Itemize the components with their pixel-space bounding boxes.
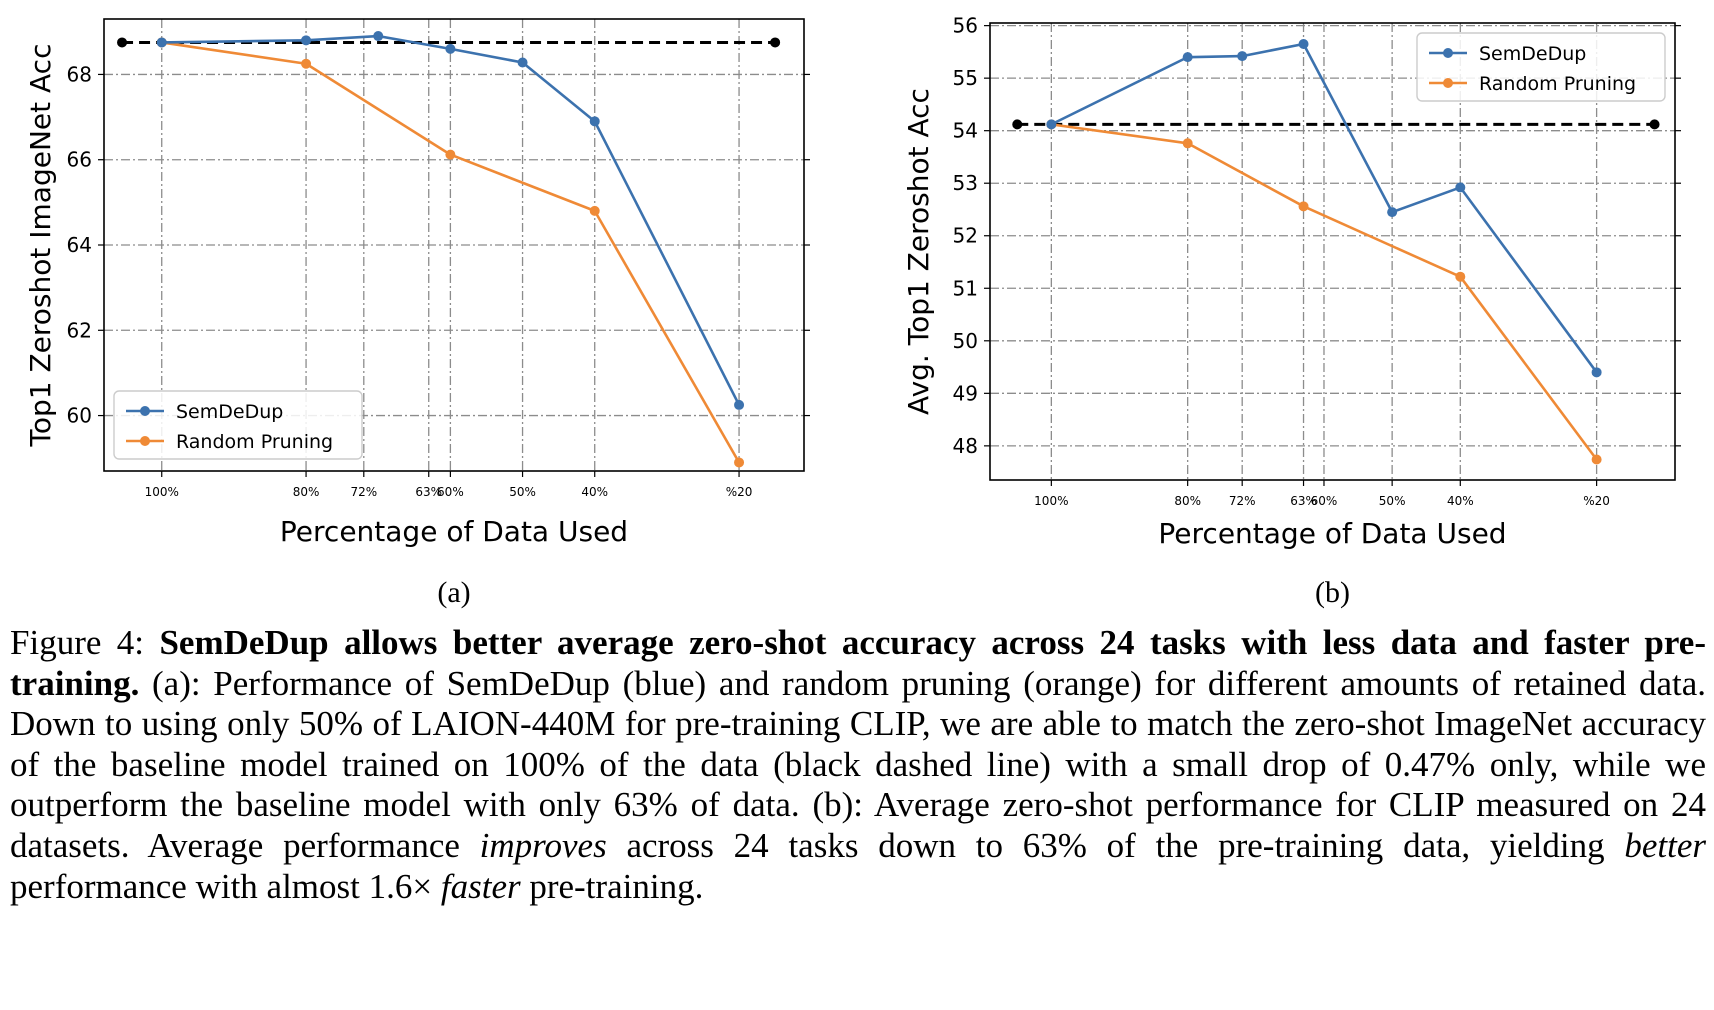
y-axis-label: Top1 Zeroshot ImageNet Acc — [24, 44, 57, 448]
y-tick-label: 54 — [953, 119, 978, 143]
x-tick-label: 40% — [1447, 494, 1474, 508]
data-point-semdedup — [1182, 52, 1193, 63]
chart-panel-b: 100% 80% 72% 63%60% 50% 40% %20 48 49 50 51 52 53 54 5… — [902, 14, 1681, 609]
caption-italic-2: better — [1624, 825, 1706, 865]
data-point-semdedup — [589, 116, 600, 127]
data-point-semdedup — [1237, 51, 1248, 62]
data-point-random-pruning — [1591, 454, 1602, 465]
legend-box — [1416, 32, 1666, 102]
x-tick-label: 100% — [1034, 494, 1068, 508]
data-point-semdedup — [734, 399, 745, 410]
legend-label-semdedup: SemDeDup — [1479, 43, 1586, 65]
caption-text-2: across 24 tasks down to 63% of the pre-t… — [606, 825, 1625, 865]
data-point-semdedup — [1591, 367, 1602, 378]
y-tick-label: 55 — [953, 66, 978, 90]
x-axis-label: Percentage of Data Used — [1158, 517, 1506, 550]
plot-frame — [989, 22, 1676, 481]
data-point-random-pruning — [445, 149, 456, 160]
data-point-semdedup — [517, 57, 528, 68]
y-tick-label: 53 — [953, 171, 978, 195]
x-tick-label: 63% — [415, 485, 442, 499]
x-tick-label: 72% — [350, 485, 377, 499]
data-point-random-pruning — [301, 58, 312, 69]
y-tick-label: 60 — [67, 404, 92, 428]
baseline-endpoint-marker — [1649, 119, 1660, 130]
y-tick-label: 64 — [67, 233, 92, 257]
x-tick-label: 60% — [1311, 494, 1338, 508]
data-point-semdedup — [301, 35, 312, 46]
x-tick-label: 50% — [1379, 494, 1406, 508]
y-axis-label: Avg. Top1 Zeroshot Acc — [902, 88, 935, 415]
data-point-random-pruning — [734, 457, 745, 468]
y-tick-label: 51 — [953, 276, 978, 300]
data-point-semdedup — [1046, 119, 1057, 130]
figure-caption: Figure 4: SemDeDup allows better average… — [10, 623, 1706, 907]
x-tick-label: %20 — [726, 485, 753, 499]
y-tick-label: 62 — [67, 318, 92, 342]
y-tick-label: 48 — [953, 434, 978, 458]
data-point-semdedup — [445, 43, 456, 54]
subfigure-label: (b) — [1315, 576, 1350, 609]
legend-label-random-pruning: Random Pruning — [176, 431, 333, 453]
figure: 100% 80% 72% 63%60% 50% 40% %206062646668SemDe… — [24, 14, 1681, 609]
legend-label-semdedup: SemDeDup — [176, 401, 283, 423]
legend-swatch-marker-random-pruning — [140, 436, 150, 446]
data-point-random-pruning — [1455, 271, 1466, 282]
data-point-random-pruning — [589, 205, 600, 216]
legend-label-random-pruning: Random Pruning — [1479, 73, 1636, 95]
legend-box — [113, 390, 363, 460]
data-point-semdedup — [373, 31, 384, 42]
plot-frame — [103, 18, 805, 472]
caption-italic-1: improves — [479, 825, 607, 865]
y-tick-label: 52 — [953, 224, 978, 248]
baseline-endpoint-marker — [117, 37, 128, 48]
baseline-endpoint-marker — [770, 37, 781, 48]
data-point-random-pruning — [1182, 138, 1193, 149]
y-tick-label: 68 — [67, 62, 92, 86]
y-tick-label: 66 — [67, 148, 92, 172]
x-tick-label: 63% — [1290, 494, 1317, 508]
x-tick-label: 40% — [581, 485, 608, 499]
y-tick-label: 56 — [953, 14, 978, 38]
chart-panel-a: 100% 80% 72% 63%60% 50% 40% %20 60 62 64 66 68 SemDe… — [24, 18, 810, 609]
x-tick-label: 80% — [293, 485, 320, 499]
y-tick-label: 50 — [953, 329, 978, 353]
x-axis-label: Percentage of Data Used — [280, 515, 628, 548]
y-tick-label: 49 — [953, 381, 978, 405]
x-tick-label: 100% — [145, 485, 179, 499]
baseline-endpoint-marker — [1012, 119, 1023, 130]
legend-swatch-marker-semdedup — [140, 406, 150, 416]
x-tick-label: 72% — [1229, 494, 1256, 508]
data-point-semdedup — [1298, 39, 1309, 50]
x-tick-label: 50% — [509, 485, 536, 499]
data-point-random-pruning — [1298, 201, 1309, 212]
x-tick-label: %20 — [1583, 494, 1610, 508]
data-point-semdedup — [1387, 207, 1398, 218]
legend-swatch-marker-random-pruning — [1443, 78, 1453, 88]
data-point-semdedup — [1455, 182, 1466, 193]
caption-lead: Figure 4: — [10, 623, 160, 662]
x-tick-label: 80% — [1174, 494, 1201, 508]
caption-italic-3: faster — [440, 866, 521, 906]
caption-text-1: (a): Performance of SemDeDup (blue) and … — [10, 663, 1706, 865]
data-point-semdedup — [156, 37, 167, 48]
caption-bold-title: SemDeDup allows better average zero-shot… — [10, 623, 1706, 703]
caption-text-3: performance with almost 1.6× — [10, 866, 441, 906]
caption-text-4: pre-training. — [520, 866, 704, 906]
subfigure-label: (a) — [437, 576, 470, 609]
x-tick-label: 60% — [437, 485, 464, 499]
legend-swatch-marker-semdedup — [1443, 48, 1453, 58]
